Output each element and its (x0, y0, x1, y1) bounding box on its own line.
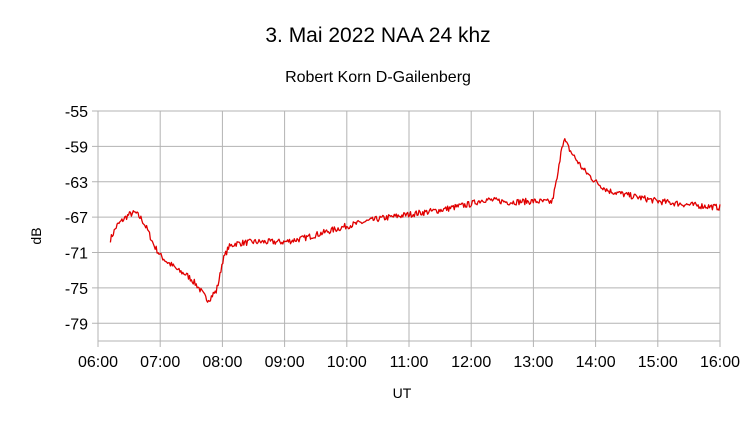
chart-subtitle: Robert Korn D-Gailenberg (285, 69, 471, 86)
x-axis-label: UT (393, 385, 412, 401)
y-tick-label: -71 (65, 246, 88, 263)
x-tick-label: 06:00 (78, 354, 118, 371)
x-tick-label: 09:00 (265, 354, 305, 371)
y-tick-label: -75 (65, 281, 88, 298)
y-tick-label: -63 (65, 175, 88, 192)
tick-labels: -55 -59 -63 -67 -71 -75 -79 06:00 07:00 08:00 09:0… (65, 104, 740, 371)
x-tick-label: 11:00 (390, 354, 429, 371)
y-tick-label: -55 (65, 104, 88, 121)
x-tick-label: 13:00 (513, 354, 553, 371)
x-tick-label: 08:00 (202, 354, 242, 371)
chart-title: 3. Mai 2022 NAA 24 khz (265, 24, 490, 47)
y-tick-label: -67 (65, 210, 88, 227)
y-tick-label: -59 (65, 139, 88, 156)
y-axis-label: dB (28, 227, 44, 244)
series-layer (109, 138, 721, 303)
y-tick-label: -79 (65, 316, 88, 333)
x-tick-label: 15:00 (638, 354, 678, 371)
x-tick-label: 07:00 (140, 354, 180, 371)
x-tick-label: 12:00 (451, 354, 491, 371)
series-line (109, 138, 721, 303)
grid (92, 110, 721, 347)
x-tick-label: 14:00 (576, 354, 616, 371)
x-tick-label: 16:00 (700, 354, 740, 371)
x-tick-label: 10:00 (327, 354, 367, 371)
